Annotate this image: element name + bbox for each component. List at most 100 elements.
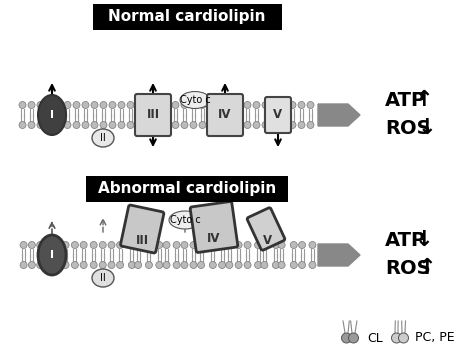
Circle shape [80, 261, 87, 269]
Text: PC, PE: PC, PE [415, 331, 455, 344]
Circle shape [253, 102, 260, 109]
Circle shape [261, 241, 268, 249]
Circle shape [163, 122, 170, 129]
Circle shape [64, 102, 71, 109]
Text: ↑: ↑ [418, 258, 437, 278]
Circle shape [146, 241, 153, 249]
Circle shape [20, 261, 27, 269]
Circle shape [136, 122, 143, 129]
Text: II: II [100, 133, 106, 143]
Circle shape [244, 241, 251, 249]
FancyBboxPatch shape [93, 4, 282, 30]
Text: Cyto c: Cyto c [180, 95, 210, 105]
Circle shape [109, 102, 116, 109]
Circle shape [73, 122, 80, 129]
Circle shape [278, 261, 285, 269]
Circle shape [290, 241, 297, 249]
Ellipse shape [169, 211, 201, 229]
Circle shape [100, 122, 107, 129]
Circle shape [99, 261, 106, 269]
Circle shape [235, 122, 242, 129]
Circle shape [181, 122, 188, 129]
Circle shape [44, 261, 51, 269]
Circle shape [136, 102, 143, 109]
Circle shape [173, 261, 180, 269]
Circle shape [36, 261, 44, 269]
Circle shape [37, 122, 44, 129]
FancyBboxPatch shape [135, 94, 171, 136]
Circle shape [341, 333, 352, 343]
Circle shape [82, 122, 89, 129]
Circle shape [210, 241, 216, 249]
Circle shape [309, 241, 316, 249]
FancyBboxPatch shape [120, 205, 164, 253]
Circle shape [163, 102, 170, 109]
Circle shape [255, 261, 262, 269]
Circle shape [20, 241, 27, 249]
Circle shape [19, 102, 26, 109]
Text: Abnormal cardiolipin: Abnormal cardiolipin [98, 182, 276, 196]
Circle shape [146, 261, 153, 269]
Circle shape [219, 261, 226, 269]
Circle shape [118, 122, 125, 129]
Text: V: V [273, 109, 283, 122]
Circle shape [172, 102, 179, 109]
Circle shape [73, 102, 80, 109]
Circle shape [181, 102, 188, 109]
Text: ATP: ATP [385, 90, 426, 110]
Circle shape [145, 102, 152, 109]
Circle shape [135, 241, 142, 249]
Circle shape [198, 261, 205, 269]
Circle shape [181, 241, 188, 249]
Circle shape [262, 122, 269, 129]
Circle shape [307, 122, 314, 129]
Circle shape [172, 122, 179, 129]
Ellipse shape [92, 129, 114, 147]
Text: III: III [146, 109, 160, 122]
Ellipse shape [92, 269, 114, 287]
Text: CL: CL [367, 331, 383, 344]
Circle shape [46, 122, 53, 129]
Circle shape [280, 122, 287, 129]
Circle shape [273, 261, 279, 269]
Circle shape [156, 241, 163, 249]
Circle shape [299, 241, 306, 249]
Circle shape [62, 261, 69, 269]
Circle shape [217, 102, 224, 109]
Text: ↑: ↑ [415, 90, 434, 110]
Text: Cyto c: Cyto c [170, 215, 201, 225]
FancyBboxPatch shape [207, 94, 243, 136]
Text: ATP: ATP [385, 231, 426, 249]
Circle shape [91, 102, 98, 109]
Circle shape [235, 241, 242, 249]
Circle shape [28, 261, 36, 269]
Circle shape [226, 122, 233, 129]
Circle shape [154, 122, 161, 129]
Circle shape [64, 122, 71, 129]
Text: V: V [264, 233, 273, 246]
Text: ROS: ROS [385, 118, 430, 138]
Circle shape [28, 122, 35, 129]
Circle shape [348, 333, 358, 343]
Text: III: III [136, 233, 148, 246]
Circle shape [273, 241, 279, 249]
FancyBboxPatch shape [190, 201, 238, 252]
Circle shape [290, 261, 297, 269]
Text: II: II [100, 273, 106, 283]
Circle shape [190, 241, 197, 249]
Circle shape [145, 122, 152, 129]
Text: ↓: ↓ [418, 118, 437, 138]
Circle shape [244, 261, 251, 269]
Circle shape [298, 102, 305, 109]
Circle shape [217, 122, 224, 129]
Circle shape [271, 102, 278, 109]
Ellipse shape [38, 95, 66, 135]
Circle shape [190, 122, 197, 129]
Circle shape [72, 241, 78, 249]
Circle shape [99, 241, 106, 249]
Circle shape [261, 261, 268, 269]
Circle shape [278, 241, 285, 249]
Circle shape [181, 261, 188, 269]
Circle shape [298, 122, 305, 129]
Circle shape [90, 241, 97, 249]
